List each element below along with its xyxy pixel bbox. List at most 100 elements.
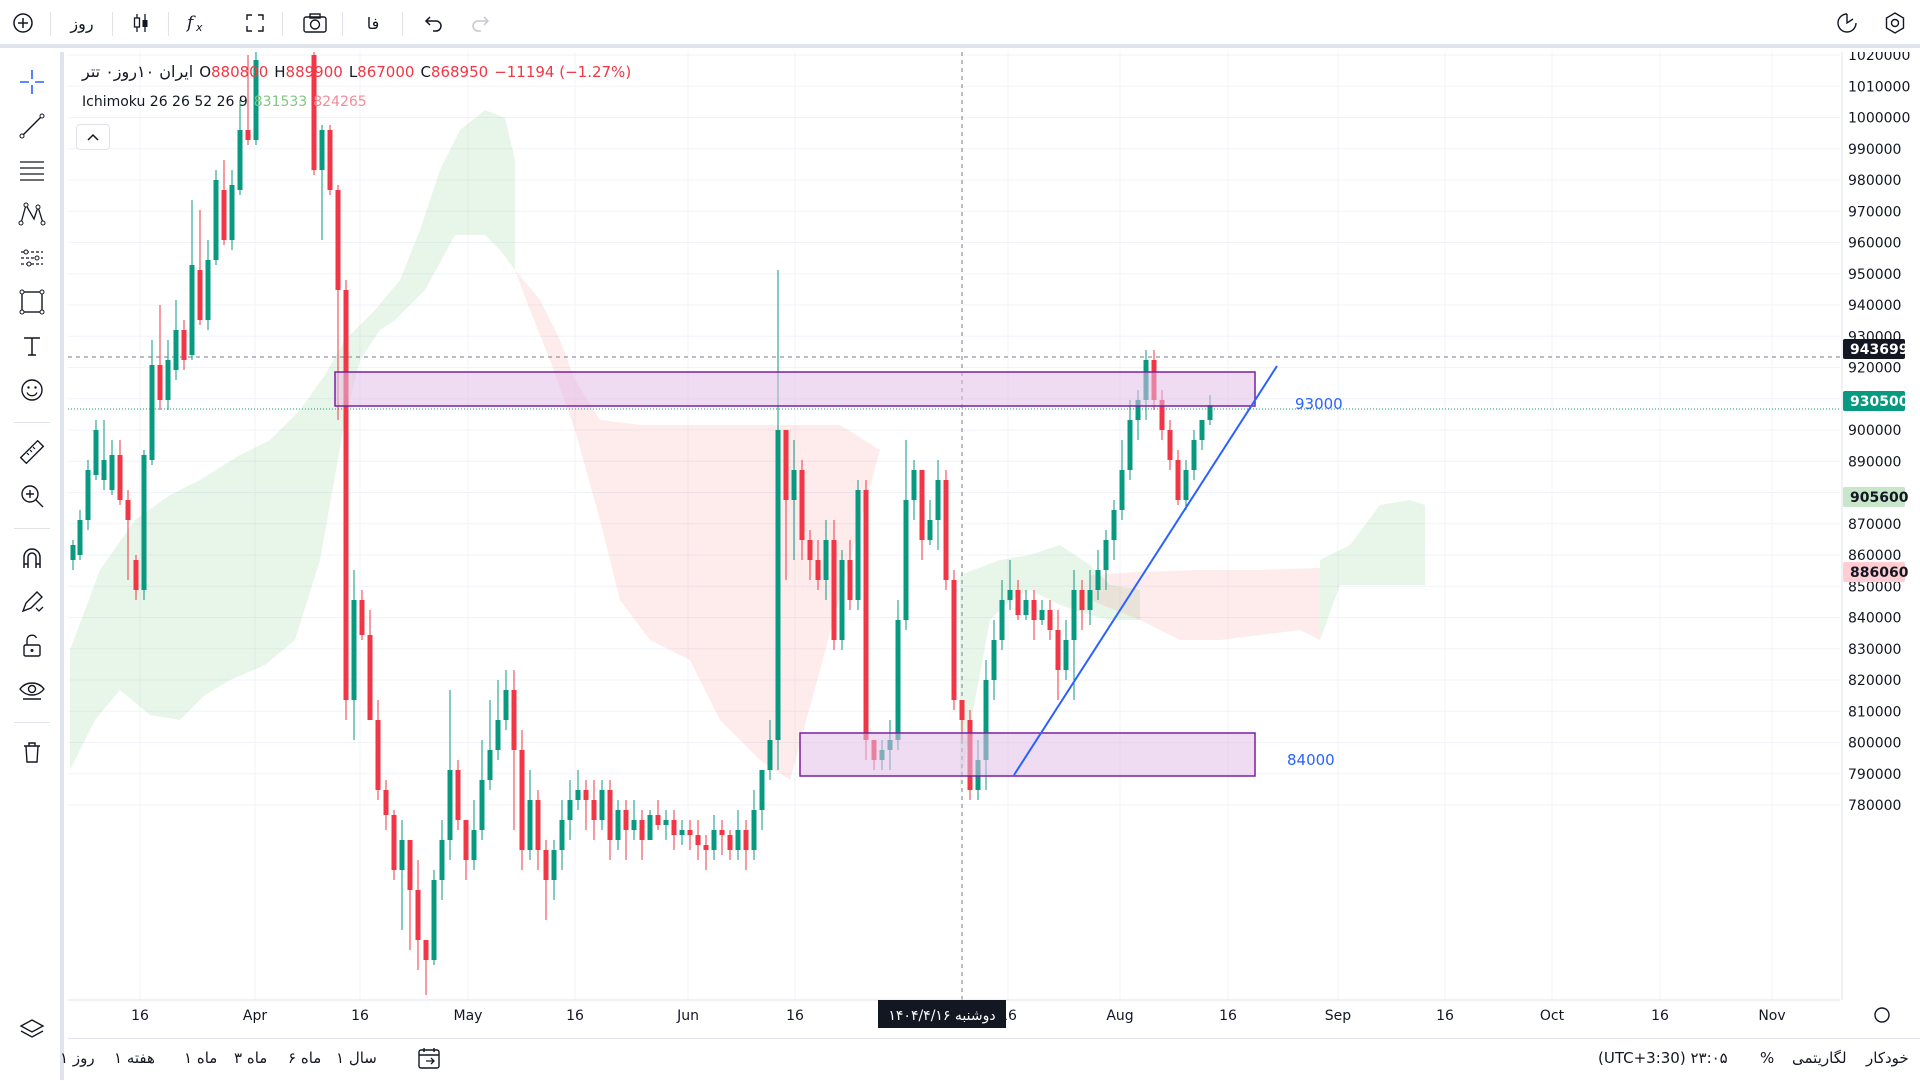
close-label: C (420, 62, 431, 81)
candle-body (911, 470, 917, 500)
candle-body (607, 790, 613, 840)
range-1d[interactable]: روز ۱ (60, 1049, 95, 1067)
candle-body (863, 490, 869, 740)
replay-icon[interactable] (1832, 8, 1862, 38)
percent-toggle[interactable]: % (1760, 1049, 1775, 1067)
candle-body (1103, 540, 1109, 570)
range-3m[interactable]: ماه ۳ (234, 1049, 268, 1067)
candle-body (375, 720, 381, 790)
candle-body (1055, 630, 1061, 670)
trend-line[interactable] (1013, 365, 1278, 776)
candle-body (463, 820, 469, 860)
price-tick-label: 830000 (1848, 642, 1901, 658)
change-value: −11194 (−1.27%) (494, 62, 632, 81)
indicator-legend[interactable]: Ichimoku 26 26 52 26 9 831533 824265 (82, 94, 367, 110)
date-range-icon[interactable] (416, 1045, 442, 1075)
time-tick-label: Jun (676, 1008, 699, 1024)
candle-body (727, 835, 733, 850)
ichimoku-cloud-red (515, 270, 880, 780)
candle-body (173, 330, 179, 370)
low-label: L (348, 62, 358, 81)
rectangle-icon[interactable] (14, 284, 50, 320)
candle-body (319, 130, 325, 170)
price-tick-label: 950000 (1848, 267, 1901, 283)
collapse-legend-button[interactable] (76, 124, 110, 150)
candle-body (503, 690, 509, 720)
candle-body (543, 850, 549, 880)
camera-icon[interactable] (300, 8, 330, 38)
object-tree-icon[interactable] (14, 1012, 50, 1048)
candle-body (77, 520, 83, 555)
crosshair-date-badge (878, 1000, 1006, 1028)
candle-body (1111, 510, 1117, 540)
undo-icon[interactable] (418, 8, 448, 38)
candle-body (383, 790, 389, 815)
candle-body (831, 540, 837, 640)
time-tick-label: Aug (1106, 1008, 1133, 1024)
candle-body (1079, 590, 1085, 610)
range-1y[interactable]: سال ۱ (336, 1049, 377, 1067)
pattern-icon[interactable] (14, 196, 50, 232)
log-toggle[interactable]: لگاریتمی (1792, 1049, 1847, 1067)
resistance-zone[interactable] (334, 371, 1256, 407)
candle-body (245, 130, 251, 140)
candle-body (447, 770, 453, 840)
price-tick-label: 800000 (1848, 736, 1901, 752)
candle-body (839, 560, 845, 640)
trend-line-icon[interactable] (14, 108, 50, 144)
candle-body (719, 830, 725, 835)
price-tick-label: 790000 (1848, 767, 1901, 783)
candle-body (815, 560, 821, 580)
fib-icon[interactable] (14, 152, 50, 188)
candle-body (487, 750, 493, 780)
language-button[interactable]: فا (366, 13, 380, 33)
candle-body (703, 845, 709, 850)
candle-body (599, 790, 605, 820)
range-1m[interactable]: ماه ۱ (184, 1049, 218, 1067)
candle-body (407, 840, 413, 890)
forecast-icon[interactable] (14, 240, 50, 276)
candle-body (527, 800, 533, 850)
crosshair-icon[interactable] (14, 64, 50, 100)
trash-icon[interactable] (14, 734, 50, 770)
open-label: O (199, 62, 211, 81)
eye-icon[interactable] (14, 672, 50, 708)
ichimoku-cloud-green-3 (1320, 500, 1425, 640)
candle-body (759, 770, 765, 810)
settings-icon[interactable] (1880, 8, 1910, 38)
range-6m[interactable]: ماه ۶ (288, 1049, 322, 1067)
candle-body (229, 185, 235, 240)
symbol-name[interactable]: ایران ۱۰روز۰ تتر (82, 62, 194, 81)
text-icon[interactable] (14, 328, 50, 364)
templates-icon[interactable] (240, 8, 270, 38)
indicator-name: Ichimoku 26 26 52 26 9 (82, 94, 248, 110)
candle-body (165, 360, 171, 400)
zoom-icon[interactable] (14, 478, 50, 514)
symbol-legend: ایران ۱۰روز۰ تتر O880800 H889900 L867000… (82, 62, 631, 81)
candle-body (623, 810, 629, 830)
redo-icon[interactable] (466, 8, 496, 38)
lock-icon[interactable] (14, 628, 50, 664)
candle-body (431, 880, 437, 960)
emoji-icon[interactable] (14, 372, 50, 408)
add-symbol-icon[interactable] (8, 8, 38, 38)
axis-settings-icon[interactable] (1874, 1007, 1890, 1023)
auto-toggle[interactable]: خودکار (1866, 1049, 1909, 1067)
magnet-icon[interactable] (14, 540, 50, 576)
draw-mode-icon[interactable] (14, 584, 50, 620)
range-1w[interactable]: هفته ۱ (114, 1049, 155, 1067)
candle-body (1087, 590, 1093, 610)
candle-body (1071, 590, 1077, 640)
ichimoku-cloud-green (70, 110, 515, 770)
candle-body (647, 815, 653, 840)
candle-body (575, 790, 581, 800)
timezone-button[interactable]: (UTC+3:30) ۲۳:۰۵ (1598, 1049, 1728, 1067)
resistance-label: 93000 (1295, 395, 1343, 413)
price-chart[interactable]: 93000 84000 1020000 1010000 1000000 990000 980… (68, 52, 1920, 1080)
support-label: 84000 (1287, 751, 1335, 769)
time-tick-label: 16 (351, 1008, 369, 1024)
interval-button[interactable]: روز (70, 13, 94, 33)
candles-icon[interactable] (126, 8, 156, 38)
ruler-icon[interactable] (14, 434, 50, 470)
